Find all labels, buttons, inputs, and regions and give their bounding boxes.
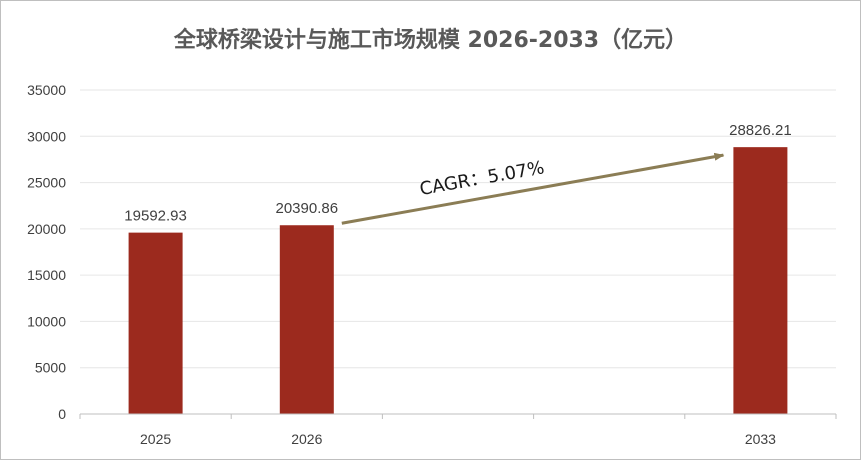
y-tick-label: 30000 [27, 128, 66, 144]
y-tick-label: 5000 [35, 360, 66, 376]
data-label: 19592.93 [124, 208, 187, 225]
y-tick-label: 10000 [27, 313, 66, 329]
cagr-arrow [341, 152, 725, 225]
bar-2025 [128, 232, 183, 414]
bar-2026 [279, 225, 334, 414]
y-tick-label: 35000 [27, 82, 66, 98]
data-label: 20390.86 [276, 200, 339, 217]
x-tick-label: 2033 [745, 431, 776, 447]
cagr-label: CAGR：5.07% [418, 157, 546, 200]
y-tick-label: 20000 [27, 221, 66, 237]
data-label: 28826.21 [729, 122, 792, 139]
x-tick-label: 2025 [140, 431, 171, 447]
bar-2033 [733, 147, 788, 414]
y-tick-label: 15000 [27, 267, 66, 283]
y-tick-label: 25000 [27, 175, 66, 191]
y-tick-label: 0 [58, 406, 66, 422]
chart-title: 全球桥梁设计与施工市场规模 2026-2033（亿元） [173, 28, 688, 53]
x-tick-label: 2026 [291, 431, 322, 447]
